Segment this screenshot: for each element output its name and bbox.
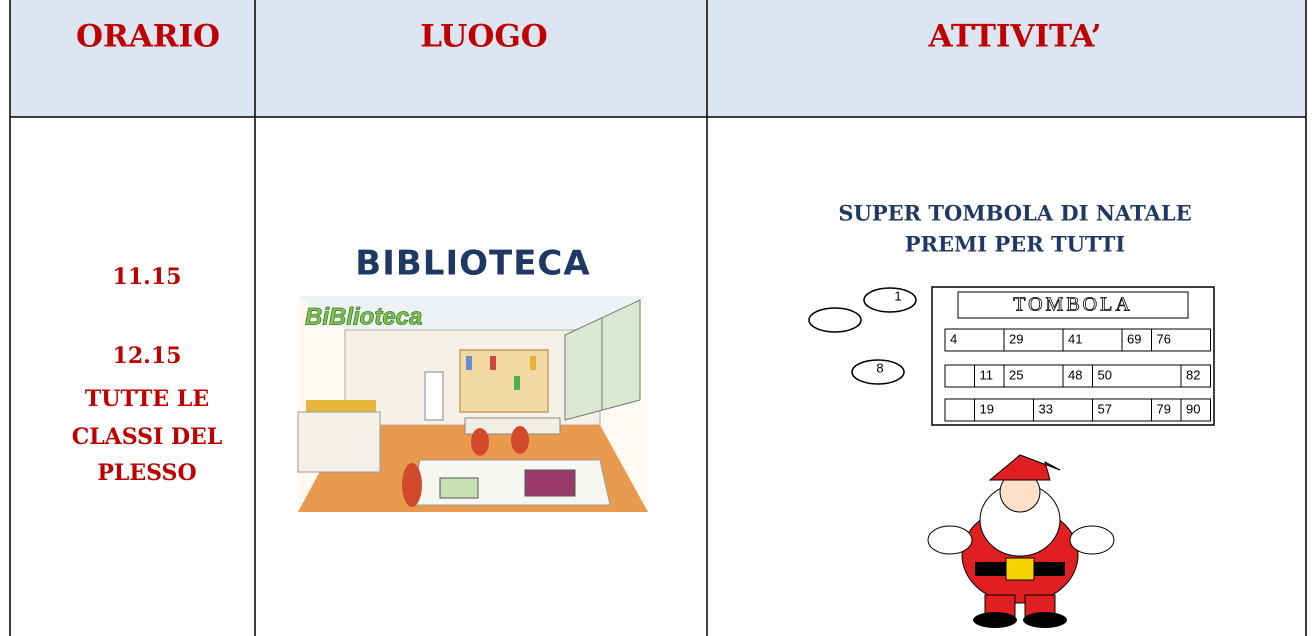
orario-line: CLASSI DEL <box>72 424 223 450</box>
card-number: 33 <box>1039 401 1053 416</box>
card-number: 82 <box>1186 367 1200 382</box>
orario-line: 11.15 <box>113 264 182 290</box>
header-cell: ORARIO <box>76 19 220 55</box>
header-cell: ATTIVITA’ <box>928 19 1102 55</box>
santa-illustration <box>927 454 1115 628</box>
card-number: 29 <box>1009 331 1023 346</box>
chip-number: 8 <box>876 360 883 375</box>
card-number: 69 <box>1127 331 1141 346</box>
table-borders <box>9 0 1307 636</box>
card-row <box>944 364 1211 388</box>
orario-line: TUTTE LE <box>85 386 209 412</box>
chip-number: 1 <box>894 288 901 303</box>
card-number: 57 <box>1098 401 1112 416</box>
card-number: 48 <box>1068 367 1082 382</box>
card-number: 11 <box>980 367 994 382</box>
card-title: TOMBOLA <box>1013 294 1133 316</box>
card-number: 76 <box>1157 331 1171 346</box>
header-cell: LUOGO <box>420 19 548 55</box>
activity-line: SUPER TOMBOLA DI NATALE <box>838 201 1191 226</box>
illustration-sign: BiBlioteca <box>305 303 422 330</box>
activity-line: PREMI PER TUTTI <box>905 232 1125 257</box>
card-number: 19 <box>980 401 994 416</box>
card-number: 50 <box>1098 367 1112 382</box>
card-number: 25 <box>1009 367 1023 382</box>
library-illustration: BiBlioteca <box>297 296 648 512</box>
card-number: 79 <box>1157 401 1171 416</box>
card-number: 4 <box>950 331 957 346</box>
header-row <box>10 0 1306 117</box>
card-row <box>944 398 1211 422</box>
card-number: 41 <box>1068 331 1082 346</box>
orario-line: PLESSO <box>97 460 196 486</box>
card-number: 90 <box>1186 401 1200 416</box>
luogo-title: BIBLIOTECA <box>355 244 590 284</box>
orario-cell: 11.15 12.15 TUTTE LE CLASSI DEL PLESSO <box>72 264 223 486</box>
orario-line: 12.15 <box>113 343 182 369</box>
tombola-illustration: TOMBOLA 1 8 4 29 41 69 76 11 25 48 50 82 19 33 57 79 9… <box>808 286 1215 426</box>
